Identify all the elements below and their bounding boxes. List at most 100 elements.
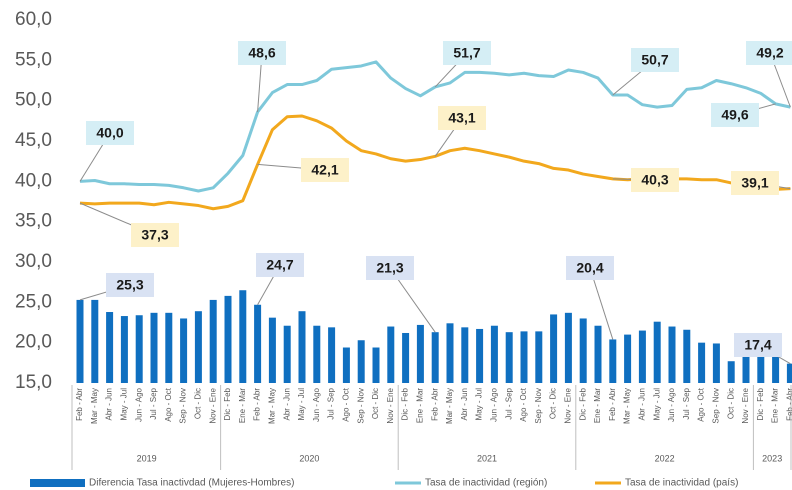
bar [268,317,276,383]
label-box [86,121,134,145]
bar [357,340,365,383]
bar [772,338,780,383]
label-box [734,333,782,357]
x-tick-label: Mar - May [90,388,99,424]
bar [550,314,558,383]
x-tick-label: Ago - Oct [342,387,351,422]
data-label: 20,4 [576,260,603,276]
data-label: 49,2 [756,45,783,61]
bar [757,344,765,383]
x-tick-label: Sep - Nov [534,388,543,424]
legend-label: Diferencia Tasa inactivdad (Mujeres-Homb… [89,478,294,489]
data-label: 51,7 [453,45,480,61]
bar [520,331,528,383]
x-tick-label: Abr - Jun [282,388,291,420]
label-box [238,41,286,65]
bar [150,312,158,383]
x-tick-label: Nov - Ene [208,387,217,423]
bar [476,328,484,383]
bar [209,299,217,383]
label-box [301,158,349,182]
bar [283,325,291,383]
data-label: 43,1 [448,110,475,126]
bar [698,342,706,383]
y-tick-label: 35,0 [15,211,52,232]
bar [91,299,99,383]
bar [624,334,632,383]
data-label: 40,0 [96,125,123,141]
bar [727,361,735,383]
bar [683,329,691,383]
x-tick-label: Jun - Ago [312,387,321,421]
bar [609,339,617,383]
data-label: 39,1 [741,175,768,191]
x-tick-label: Ago - Oct [519,387,528,422]
bar [402,332,410,383]
x-tick-label: Dic - Feb [578,387,587,420]
bar [446,323,454,383]
x-tick-label: Jun - Ago [134,387,143,421]
legend-label: Tasa de inactividad (país) [625,478,738,489]
x-tick-label: Mar - May [268,388,277,424]
bar [342,347,350,383]
bar [224,295,232,383]
x-tick-label: Feb - Abr [786,388,792,421]
x-tick-label: Oct - Dic [549,388,558,419]
x-tick-label: Jul - Sep [327,387,336,419]
label-box [711,103,759,127]
legend-swatch [30,479,85,487]
bar [712,343,720,383]
bar [76,299,84,383]
data-label: 37,3 [141,227,168,243]
bar [120,316,128,383]
label-box [631,48,679,72]
label-box [438,106,486,130]
bar [579,318,587,383]
bar [135,315,143,383]
bar [490,325,498,383]
x-tick-label: May - Jul [475,388,484,421]
x-tick-label: Jul - Sep [149,387,158,419]
y-tick-label: 25,0 [15,291,52,312]
y-tick-label: 60,0 [15,9,52,30]
label-box [443,41,491,65]
bar [416,324,424,383]
year-label: 2022 [655,453,675,463]
bar [668,326,676,383]
x-tick-label: Feb - Abr [253,388,262,421]
bar [653,321,661,383]
y-tick-label: 30,0 [15,251,52,272]
x-tick-label: May - Jul [652,388,661,421]
bar [535,331,543,383]
x-tick-label: Dic - Feb [756,387,765,420]
y-tick-label: 40,0 [15,170,52,191]
x-tick-label: Sep - Nov [179,388,188,424]
y-tick-label: 15,0 [15,372,52,393]
x-tick-label: Jul - Sep [682,387,691,419]
data-label: 40,3 [641,172,668,188]
line [79,60,791,193]
year-label: 2021 [477,453,497,463]
legend-label: Tasa de inactividad (región) [425,478,547,489]
x-tick-label: Mar - May [445,388,454,424]
x-tick-label: Sep - Nov [712,388,721,424]
y-tick-label: 20,0 [15,332,52,353]
x-tick-label: Ene - Mar [416,388,425,423]
x-tick-label: Abr - Jun [638,388,647,420]
x-tick-label: Feb - Abr [608,388,617,421]
label-box [566,256,614,280]
label-box [366,256,414,280]
x-tick-label: Nov - Ene [741,387,750,423]
bar [239,290,247,383]
bar [254,304,262,383]
data-label: 17,4 [744,337,771,353]
x-tick-label: Ago - Oct [697,387,706,422]
year-label: 2019 [137,453,157,463]
x-tick-label: Oct - Dic [371,388,380,419]
x-tick-label: Sep - Nov [356,388,365,424]
x-tick-label: Feb - Abr [430,388,439,421]
x-tick-label: Ene - Mar [771,388,780,423]
x-tick-label: May - Jul [120,388,129,421]
x-tick-label: Dic - Feb [401,387,410,420]
